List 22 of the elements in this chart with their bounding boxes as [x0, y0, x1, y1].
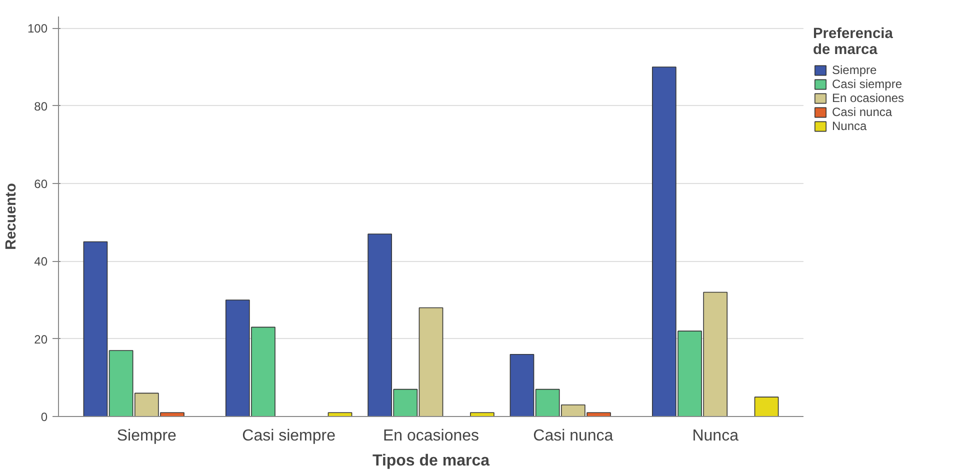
x-tick-label: Nunca	[692, 428, 739, 444]
bar	[754, 396, 779, 416]
x-tick-label: Casi siempre	[242, 428, 336, 444]
legend-label: Casi nunca	[832, 105, 892, 119]
y-tick-label: 60	[34, 176, 48, 191]
x-tick-label: Siempre	[116, 428, 177, 444]
x-axis-title: Tipos de marca	[372, 452, 490, 470]
y-tick-label: 80	[34, 99, 48, 114]
legend-title: Preferencia de marca	[813, 26, 894, 58]
y-axis-title: Recuento	[3, 183, 20, 250]
y-tick-label: 40	[34, 254, 48, 269]
y-tick-label: 0	[40, 410, 48, 424]
x-tick-label: En ocasiones	[382, 428, 480, 444]
x-tick-label: Casi nunca	[533, 428, 614, 444]
y-tick-label: 20	[34, 332, 48, 346]
legend-label: En ocasiones	[832, 91, 904, 105]
y-tick-label: 100	[27, 22, 48, 36]
bar	[470, 412, 494, 416]
legend-label: Casi siempre	[832, 77, 902, 91]
legend-label: Siempre	[832, 63, 877, 77]
legend-label: Nunca	[832, 119, 867, 133]
bar	[328, 412, 352, 416]
